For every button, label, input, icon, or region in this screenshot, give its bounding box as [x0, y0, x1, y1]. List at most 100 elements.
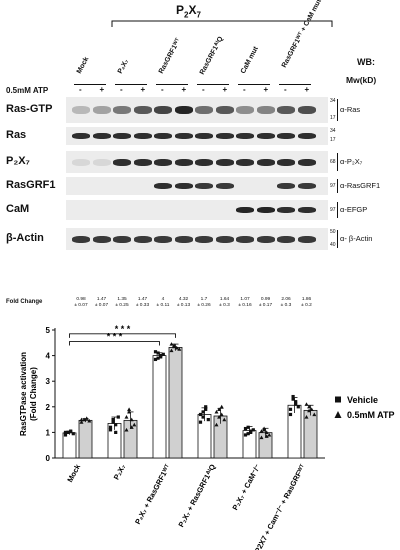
blot-band	[236, 207, 254, 213]
category-label: P2X7 + Cam⁻/⁻ + RasGRFᵂᵀ	[253, 462, 308, 550]
antibody-label: α-EFGP	[340, 205, 368, 214]
blot-strip	[66, 200, 328, 220]
data-point	[243, 426, 248, 431]
data-point	[132, 422, 137, 427]
legend-marker	[335, 396, 341, 403]
data-point	[169, 348, 174, 353]
data-point	[63, 433, 68, 437]
data-point	[251, 428, 255, 432]
category-label: Mock	[65, 462, 82, 484]
data-point	[307, 404, 312, 409]
blot-band	[72, 106, 90, 114]
column-label: RasGRF1ᐞᴵQ	[198, 35, 225, 76]
bar	[78, 419, 93, 459]
data-point	[159, 354, 163, 358]
data-point	[204, 405, 208, 409]
blot-band	[236, 106, 254, 114]
bar	[62, 432, 77, 459]
blot-row-label: Ras-GTP	[6, 103, 53, 115]
atp-label: 0.5mM ATP	[6, 86, 49, 95]
mw-marker: 68	[330, 159, 336, 165]
blot-band	[236, 235, 254, 243]
blot-row-label: β-Actin	[6, 232, 44, 244]
lane-group-bar	[115, 84, 147, 85]
mw-marker: 17	[330, 137, 336, 143]
data-point	[294, 402, 298, 406]
data-point	[288, 407, 293, 411]
y-axis-label: RasGTPase activation(Fold Change)	[19, 352, 38, 436]
data-point	[129, 425, 134, 429]
category-label: P₂X₇ + RasGRF1ᐞᴵQ	[177, 463, 218, 529]
data-point	[264, 430, 269, 434]
blot-band	[133, 133, 152, 139]
fold-change-sd: ± 0.2	[301, 303, 312, 308]
fold-change-sd: ± 0.07	[94, 303, 109, 308]
blot-band	[277, 183, 295, 189]
antibody-label: α-RasGRF1	[340, 181, 381, 190]
data-point	[296, 405, 300, 409]
data-point	[63, 430, 68, 434]
fold-change-value: 1.47 ± 0.07	[91, 297, 113, 309]
blot-row-label: Ras	[6, 129, 27, 141]
data-point	[262, 426, 267, 431]
fold-change-mean: 1.07	[240, 297, 250, 302]
blot-band	[297, 207, 316, 213]
fold-change-sd: ± 0.33	[135, 303, 150, 308]
blot-band	[154, 183, 172, 189]
data-point	[156, 351, 160, 355]
legend-marker	[334, 411, 342, 418]
data-point	[219, 412, 224, 417]
data-point	[201, 410, 205, 414]
blot-band	[195, 158, 213, 166]
blot-band	[215, 158, 234, 166]
fold-change-value: 4.32 ± 0.13	[173, 297, 195, 309]
category-label: P₂X₇ + RasGRF1ᵂᵀ	[133, 462, 173, 526]
blot-band	[297, 133, 316, 139]
blot-band	[133, 106, 152, 114]
lane-sign: -	[202, 85, 205, 94]
y-tick-label: 3	[46, 377, 51, 386]
wb-label: WB:	[357, 57, 375, 67]
fold-change-sd: ± 0.3	[219, 303, 230, 308]
blot-band	[92, 133, 111, 139]
legend-label: 0.5mM ATP	[347, 410, 395, 420]
blot-band	[297, 235, 316, 243]
data-point	[124, 415, 129, 419]
data-point	[267, 432, 272, 437]
data-point	[288, 412, 293, 417]
column-label: Mock	[75, 55, 91, 75]
data-point	[246, 425, 250, 429]
blot-band	[297, 158, 316, 166]
blot-band	[236, 158, 254, 166]
column-label: CaM mut	[239, 45, 260, 75]
column-label: P₂X₇	[116, 58, 131, 75]
fold-change-value: 2.06 ± 0.3	[275, 297, 297, 309]
blot-row-label: RasGRF1	[6, 179, 56, 191]
fold-change-sd: ± 0.07	[74, 303, 88, 308]
fold-change-label: Fold Change	[6, 299, 43, 305]
y-axis-label-line: RasGTPase activation	[19, 352, 28, 436]
blot-band	[154, 158, 172, 166]
data-point	[264, 434, 269, 438]
data-point	[201, 415, 205, 419]
data-point	[217, 415, 222, 419]
fold-change-sd: ± 0.16	[238, 303, 252, 308]
y-axis-label-line: (Fold Change)	[29, 367, 38, 421]
bar	[152, 355, 167, 459]
blot-band	[174, 235, 193, 243]
mw-marker: 34	[330, 128, 336, 134]
data-point	[259, 435, 264, 440]
y-tick-label: 2	[46, 403, 51, 412]
mw-marker: 97	[330, 183, 336, 189]
blot-band	[113, 133, 131, 139]
fold-change-sd: ± 0.11	[156, 303, 170, 308]
fold-change-mean: 4.32	[178, 297, 189, 302]
blot-band	[174, 183, 193, 189]
lane-sign: -	[161, 85, 164, 94]
data-point	[243, 433, 248, 437]
data-point	[161, 352, 165, 356]
blot-band	[113, 106, 131, 114]
fold-change-mean: 2.06	[281, 297, 291, 302]
data-point	[114, 423, 118, 427]
blot-band	[236, 133, 254, 139]
